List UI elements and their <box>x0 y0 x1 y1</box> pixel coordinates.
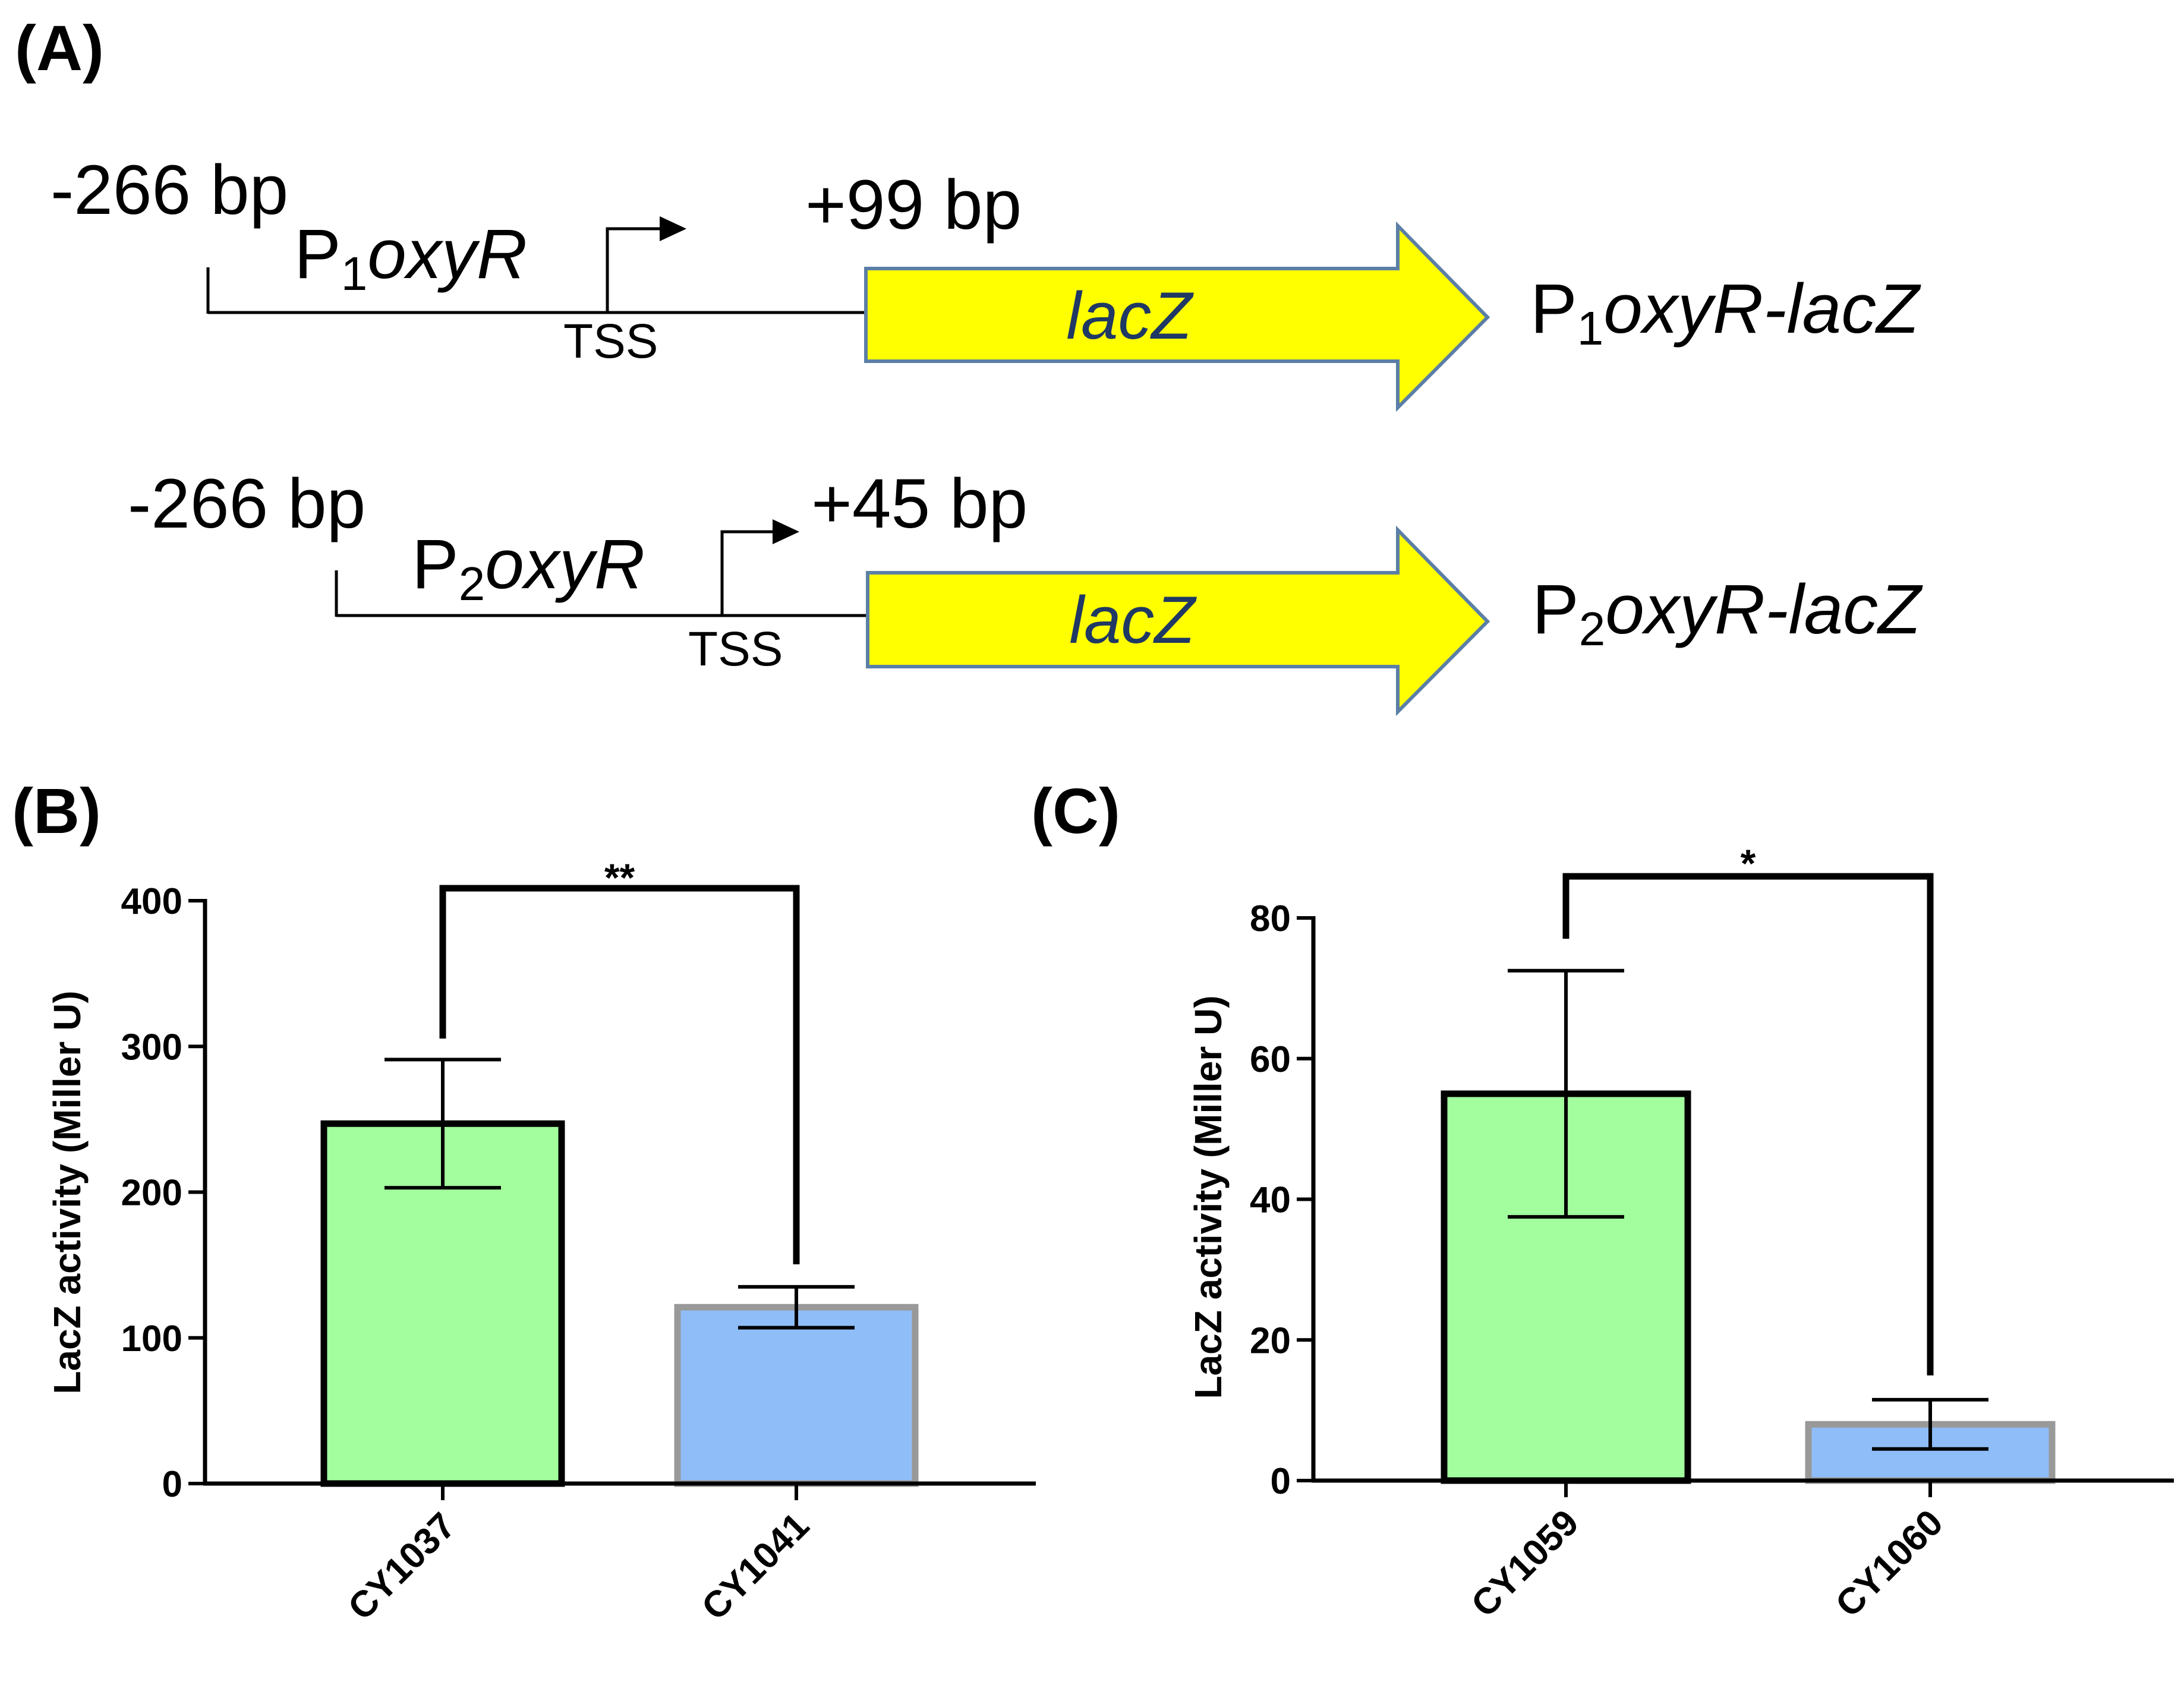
y-tick-label: 200 <box>121 1173 182 1214</box>
significance-label: * <box>1741 841 1756 885</box>
panel-b-label: (B) <box>12 775 101 847</box>
y-tick-label: 40 <box>1250 1180 1291 1221</box>
construct-2: -266 bp +45 bp P2oxyR TSS lacZ P2oxyR-la… <box>128 465 1923 717</box>
significance-label: ** <box>604 856 635 900</box>
construct-1: -266 bp +99 bp P1oxyR TSS lacZ P1oxyR-la… <box>51 151 1921 412</box>
panel-c-label: (C) <box>1031 775 1120 847</box>
significance-bracket <box>439 885 800 1264</box>
chart-c: 0 20 40 60 80 CY1059 CY1060 LacZ activity (Mill… <box>1187 841 2174 1625</box>
x-tick-label-CY1037: CY1037 <box>341 1505 464 1628</box>
error-bar-CY1059 <box>1508 968 1624 1219</box>
construct-2-lacz-arrow <box>866 525 1490 717</box>
construct-2-fusion-label: P2oxyR-lacZ <box>1532 570 1923 655</box>
construct-2-tss-label: TSS <box>688 622 783 676</box>
x-tick-label-CY1059: CY1059 <box>1464 1502 1587 1625</box>
x-tick-label-CY1041: CY1041 <box>694 1505 817 1628</box>
y-axis-title: LacZ activity (Miller U) <box>46 990 89 1394</box>
construct-2-tss-arrow <box>720 530 773 616</box>
y-tick-label: 80 <box>1250 898 1291 939</box>
error-bar-CY1041 <box>738 1285 855 1330</box>
y-tick-label: 400 <box>121 881 182 922</box>
construct-1-promoter-label: P1oxyR <box>294 215 527 300</box>
x-tick-label-CY1060: CY1060 <box>1828 1502 1951 1625</box>
construct-1-fusion-label: P1oxyR-lacZ <box>1530 270 1921 355</box>
construct-1-tss-arrow <box>606 227 660 313</box>
error-bar-CY1060 <box>1872 1397 1988 1451</box>
construct-1-tss-label: TSS <box>563 314 658 368</box>
y-axis-title: LacZ activity (Miller U) <box>1187 995 1230 1399</box>
significance-bracket <box>1562 873 1934 1375</box>
error-bar-CY1037 <box>385 1058 501 1190</box>
y-tick-label: 300 <box>121 1027 182 1068</box>
construct-2-promoter-label: P2oxyR <box>412 525 645 610</box>
construct-1-tss-arrowhead <box>660 216 686 241</box>
y-tick-label: 0 <box>162 1464 182 1505</box>
construct-2-gene-label: lacZ <box>1069 583 1197 657</box>
y-tick-label: 100 <box>121 1318 182 1359</box>
construct-1-gene-label: lacZ <box>1066 279 1194 353</box>
y-tick-label: 0 <box>1271 1461 1291 1502</box>
construct-2-tss-arrowhead <box>773 519 799 544</box>
panel-a-label: (A) <box>15 12 104 84</box>
y-tick-label: 20 <box>1250 1320 1291 1361</box>
construct-2-upstream-label: -266 bp <box>128 465 365 543</box>
construct-1-downstream-label: +99 bp <box>805 166 1022 244</box>
construct-1-upstream-label: -266 bp <box>51 151 288 229</box>
y-tick-label: 60 <box>1250 1039 1291 1080</box>
construct-2-downstream-label: +45 bp <box>811 465 1028 543</box>
construct-1-lacz-arrow <box>864 221 1490 412</box>
chart-b: 0 100 200 300 400 CY1037 CY1041 LacZ activity (… <box>46 856 1036 1628</box>
bar-CY1041 <box>674 1304 919 1487</box>
